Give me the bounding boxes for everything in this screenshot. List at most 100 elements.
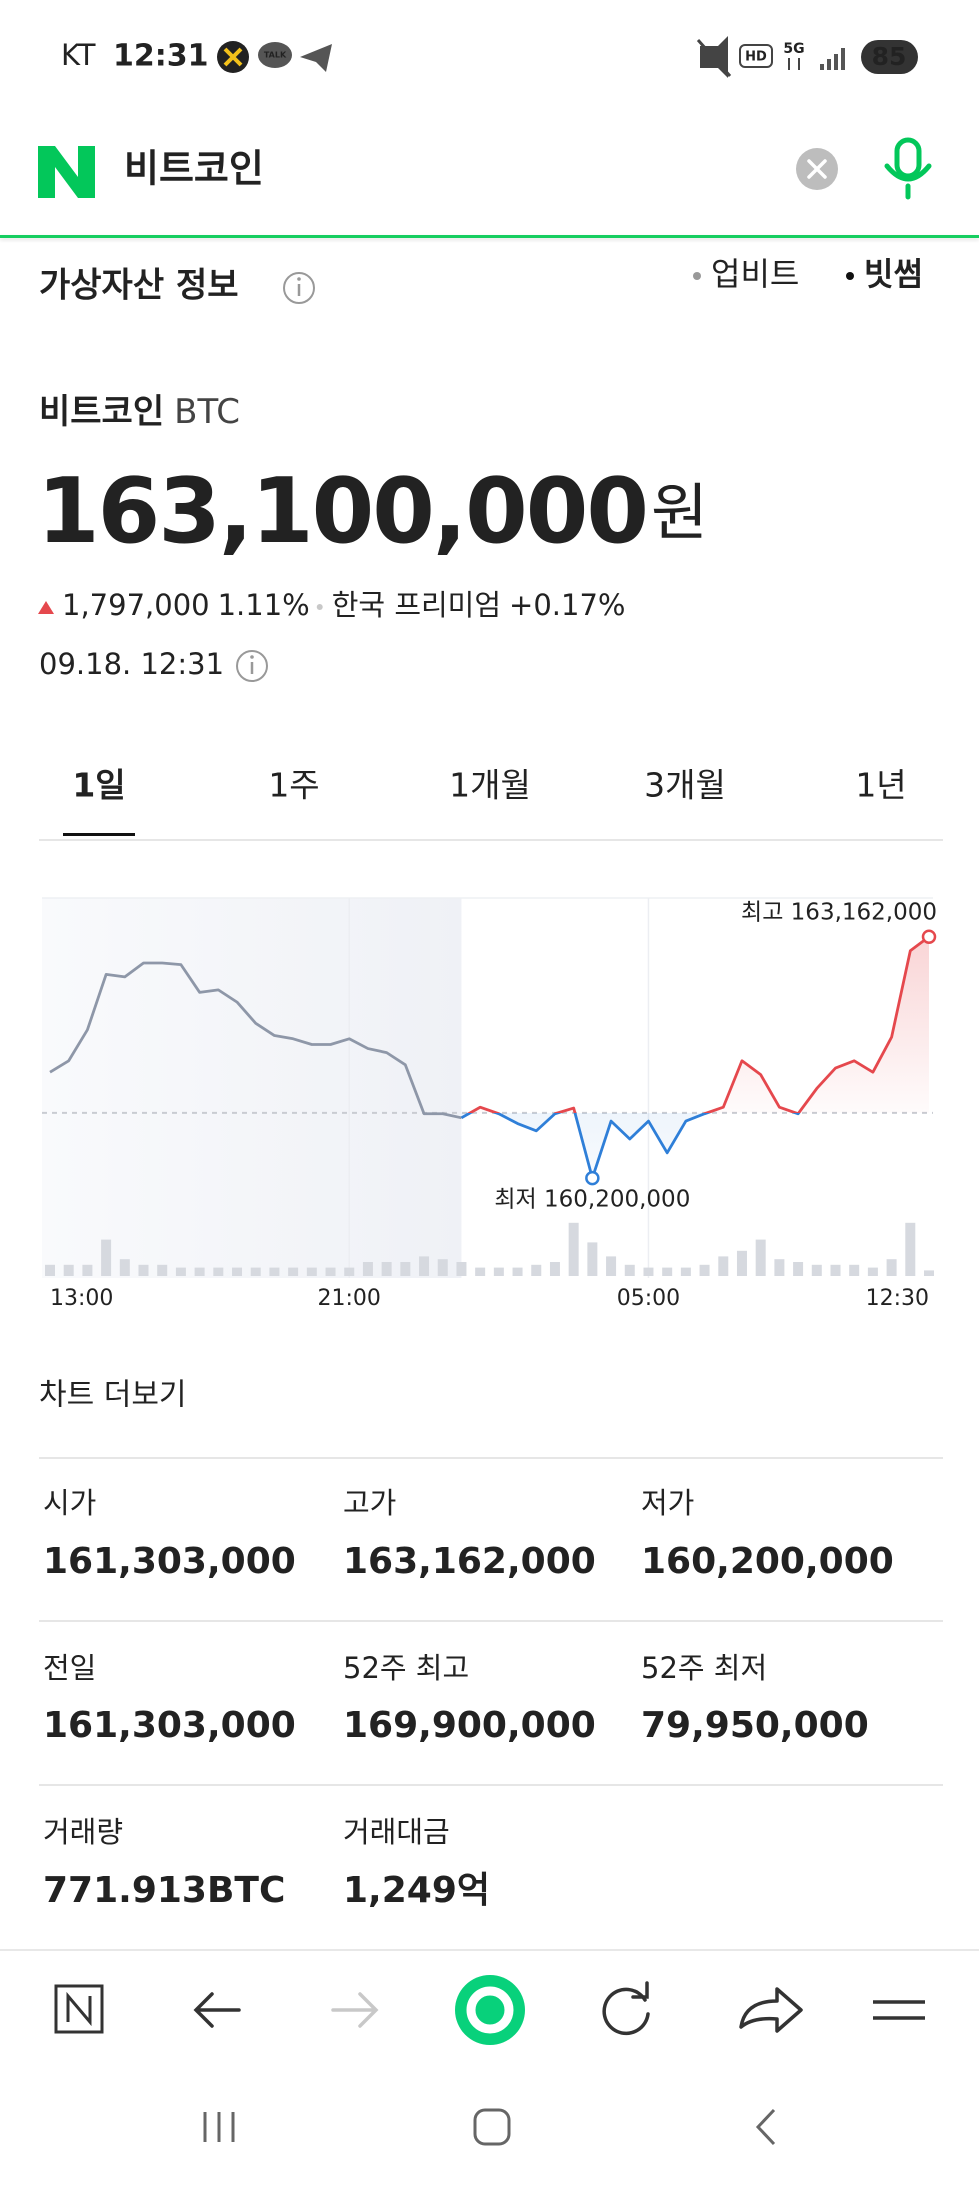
exchange-bullet: [846, 272, 854, 280]
volume-bar: [175, 1267, 186, 1276]
asset-heading: 비트코인 BTC: [39, 392, 240, 432]
volume-bar: [194, 1267, 205, 1276]
stat-label: 시가: [43, 1486, 96, 1520]
volume-bar: [606, 1256, 617, 1276]
high-marker: [921, 929, 937, 945]
volume-bar: [924, 1270, 934, 1276]
stat-label: 전일: [43, 1651, 96, 1685]
volume-bar: [811, 1264, 822, 1276]
volume-bar: [138, 1264, 149, 1276]
stat-label: 52주 최저: [641, 1651, 767, 1685]
recent-apps[interactable]: [203, 2112, 235, 2142]
battery: [861, 40, 918, 74]
refresh-arrow: [631, 1981, 649, 1999]
volume-bar: [82, 1264, 93, 1276]
stat-value: 79,950,000: [641, 1705, 869, 1746]
stat-value: 771.913BTC: [43, 1870, 285, 1911]
search-query[interactable]: 비트코인: [124, 147, 264, 191]
volume-bar: [456, 1262, 467, 1276]
back-button[interactable]: [193, 1992, 241, 2028]
period-tab[interactable]: 3개월: [644, 766, 726, 805]
low-marker: [585, 1170, 600, 1186]
volume-bar: [531, 1264, 542, 1276]
home-button[interactable]: [54, 1984, 104, 2034]
tab-underline: [63, 833, 135, 836]
telegram-icon: [300, 44, 332, 72]
price-chart: 최고 163,162,000 최저 160,200,000 13:00 21:00 05…: [42, 897, 937, 1311]
info-dot: [250, 655, 254, 659]
exchange-option[interactable]: 빗썸: [864, 255, 923, 293]
stat-value: 160,200,000: [641, 1541, 894, 1582]
stat-label: 고가: [343, 1486, 396, 1520]
separator-dot: [316, 604, 323, 610]
volume-bar: [699, 1264, 710, 1276]
info-icon[interactable]: [283, 272, 315, 304]
period-tab[interactable]: 1개월: [449, 766, 531, 805]
timestamp-info[interactable]: [236, 650, 268, 682]
volume-bar: [568, 1222, 579, 1276]
green-dot-button[interactable]: [455, 1975, 525, 2045]
up-arrow: [38, 601, 54, 614]
volume-bar: [213, 1267, 224, 1276]
browser-toolbar: [0, 1949, 979, 2045]
exchange-option[interactable]: 업비트: [711, 255, 799, 293]
volume-bar: [362, 1262, 373, 1276]
header-underline: [0, 235, 979, 238]
back-key[interactable]: [755, 2108, 776, 2146]
x-tick-label: 13:00: [50, 1286, 113, 1311]
volume-bar: [381, 1262, 392, 1276]
info-dot: [297, 277, 301, 281]
section-title: 가상자산 정보: [39, 266, 239, 306]
system-nav: [203, 2108, 776, 2146]
mic-button[interactable]: [894, 137, 922, 179]
share-button[interactable]: [739, 1987, 803, 2033]
volume-bar: [344, 1267, 355, 1276]
menu-button[interactable]: [873, 2000, 925, 2020]
volume-bar: [587, 1242, 598, 1276]
volume-bar: [512, 1267, 523, 1276]
period-tab[interactable]: 1년: [855, 766, 906, 805]
volume-bar: [886, 1259, 897, 1276]
price-line: [49, 961, 462, 1120]
period-tabs: 1일 1주 1개월 3개월 1년: [63, 766, 907, 836]
volume-bar: [419, 1256, 430, 1276]
status-bar: KT 12:31 TALK HD 5G 85: [61, 36, 918, 78]
forward-button[interactable]: [331, 1992, 379, 2028]
app-icon-mark: [223, 47, 243, 67]
x-tick-label: 12:30: [866, 1286, 929, 1311]
stat-value: 163,162,000: [343, 1541, 596, 1582]
volume-bar: [45, 1264, 55, 1276]
stat-label: 저가: [641, 1486, 694, 1520]
volume-bar: [400, 1262, 411, 1276]
asset-symbol: BTC: [174, 392, 240, 432]
refresh-button[interactable]: [602, 1987, 650, 2036]
low-annotation: 최저 160,200,000: [494, 1187, 690, 1213]
volume-bar: [101, 1239, 112, 1276]
stat-label: 거래량: [43, 1815, 123, 1849]
volume-bar: [437, 1259, 448, 1276]
period-tab[interactable]: 1일: [72, 766, 125, 805]
price: 163,100,000: [37, 459, 647, 564]
high-annotation: 최고 163,162,000: [741, 899, 937, 925]
stat-value: 169,900,000: [343, 1705, 596, 1746]
timestamp: 09.18. 12:31: [39, 647, 224, 681]
naver-logo[interactable]: [38, 146, 95, 198]
volume-bar: [624, 1264, 635, 1276]
more-chart-link[interactable]: 차트 더보기: [39, 1378, 187, 1413]
volume-bar: [549, 1262, 560, 1276]
exchange-switch: 업비트 빗썸: [693, 255, 923, 293]
green-dot-ring: [466, 1986, 514, 2034]
mute-slash: [696, 39, 732, 77]
volume-bar: [718, 1256, 729, 1276]
period-tab[interactable]: 1주: [268, 766, 319, 805]
talk-icon-text: TALK: [264, 51, 287, 60]
exchange-bullet: [693, 272, 701, 280]
info-circle: [236, 650, 268, 682]
stat-value: 161,303,000: [43, 1705, 296, 1746]
signal-icon: [820, 48, 845, 70]
home-key[interactable]: [473, 2108, 511, 2146]
battery-level: 85: [872, 42, 907, 71]
hd-icon: [739, 44, 773, 68]
